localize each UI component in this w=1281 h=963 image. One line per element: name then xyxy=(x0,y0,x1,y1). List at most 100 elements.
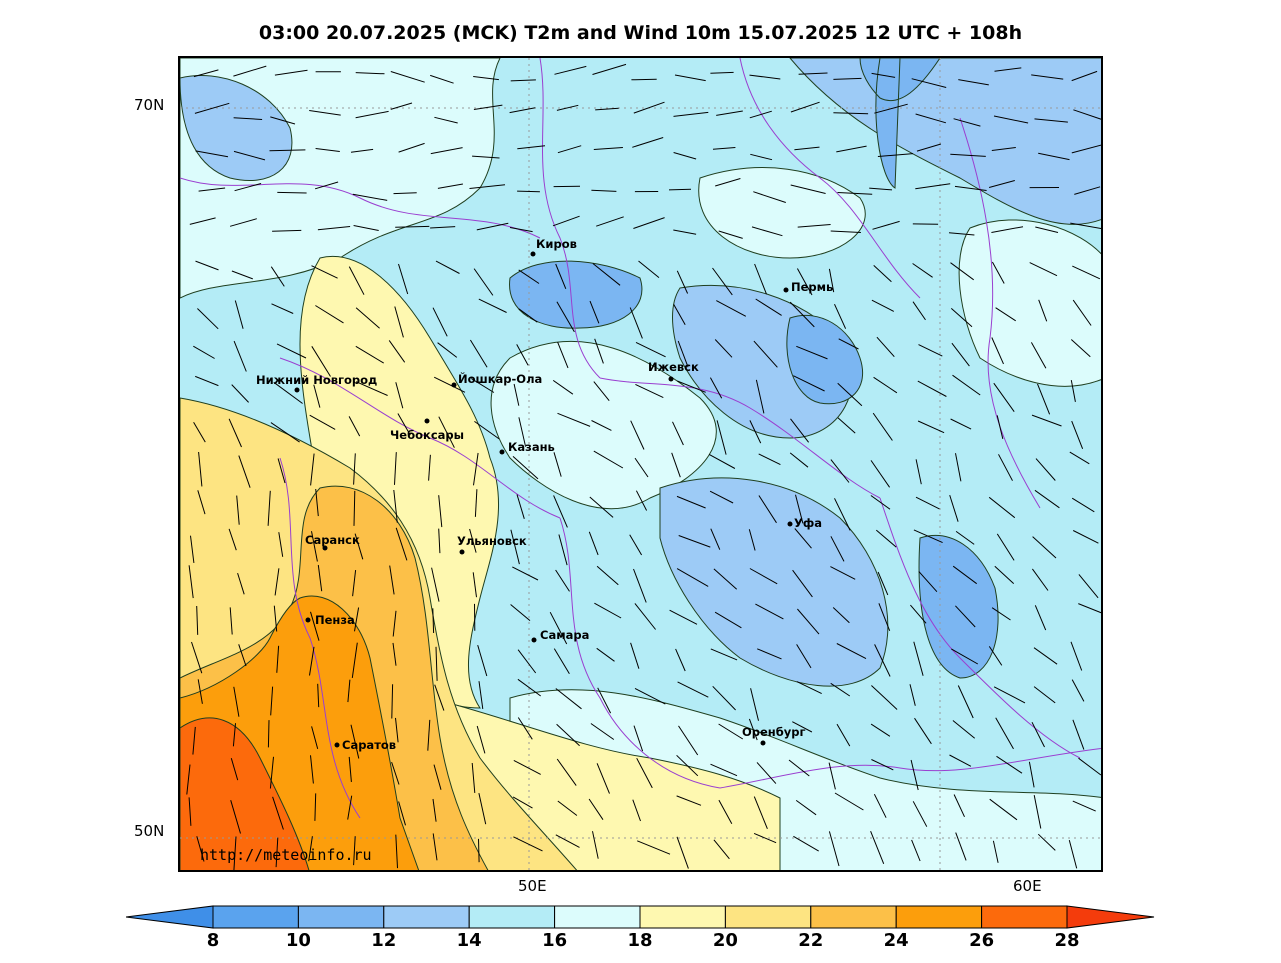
colorbar-tick-label: 10 xyxy=(285,930,311,951)
wind-barb xyxy=(910,759,919,791)
wind-barb xyxy=(398,263,409,295)
city-kazan[interactable]: Казань xyxy=(499,440,555,455)
city-marker xyxy=(668,376,674,382)
city-saransk[interactable]: Саранск xyxy=(305,533,360,551)
wind-barb xyxy=(274,69,308,76)
wind-barb xyxy=(953,794,965,818)
wind-barb xyxy=(991,147,1016,151)
city-yoshkar-ola[interactable]: Йошкар-Ола xyxy=(451,371,543,388)
city-kirov[interactable]: Киров xyxy=(530,237,577,257)
wind-barb xyxy=(992,840,999,863)
wind-barb xyxy=(393,192,417,195)
wind-barb xyxy=(676,568,709,587)
wind-barb xyxy=(828,831,840,867)
wind-barb xyxy=(317,683,320,708)
wind-barb xyxy=(395,527,408,561)
wind-barb xyxy=(517,717,533,740)
wind-barb xyxy=(634,457,649,478)
wind-barb xyxy=(478,838,480,863)
city-label-yoshkar-ola: Йошкар-Ола xyxy=(458,371,542,386)
city-ulyanovsk[interactable]: Ульяновск xyxy=(457,534,527,555)
wind-barbs xyxy=(186,63,1101,870)
wind-barb xyxy=(912,801,928,827)
wind-barb xyxy=(836,145,867,153)
city-marker xyxy=(451,382,457,388)
city-ufa[interactable]: Уфа xyxy=(787,516,823,530)
wind-barb xyxy=(871,72,896,78)
wind-barb xyxy=(553,495,568,528)
wind-barb xyxy=(557,341,569,369)
wind-barb xyxy=(991,337,1004,365)
wind-barb xyxy=(313,384,321,408)
wind-barb xyxy=(710,71,734,74)
wind-barb xyxy=(393,489,398,523)
city-penza[interactable]: Пенза xyxy=(305,613,355,627)
wind-barb xyxy=(991,261,1005,284)
colorbar-low-arrow xyxy=(126,905,214,929)
wind-barb xyxy=(833,77,862,80)
wind-barb xyxy=(749,568,778,585)
city-saratov[interactable]: Саратов xyxy=(334,738,397,752)
wind-barb xyxy=(592,831,599,859)
wind-barb xyxy=(274,568,280,596)
city-izhevsk[interactable]: Ижевск xyxy=(648,360,699,382)
wind-barb xyxy=(1072,719,1085,750)
wind-barb xyxy=(909,684,916,706)
city-samara[interactable]: Самара xyxy=(531,628,590,643)
wind-barb xyxy=(198,451,203,487)
wind-barb xyxy=(394,306,404,338)
wind-barb xyxy=(714,339,733,358)
wind-barb xyxy=(912,301,926,321)
wind-barb xyxy=(749,110,772,119)
wind-barb xyxy=(510,604,531,621)
wind-barb xyxy=(597,687,612,714)
city-label-perm: Пермь xyxy=(791,280,833,294)
wind-barb xyxy=(917,420,945,434)
wind-barb xyxy=(838,338,859,350)
colorbar-cell xyxy=(383,905,470,929)
wind-barb xyxy=(509,107,536,114)
city-orenburg[interactable]: Оренбург xyxy=(742,725,806,746)
wind-barb xyxy=(1071,420,1084,449)
wind-barb xyxy=(1073,109,1101,120)
wind-barb xyxy=(757,648,782,660)
wind-barb xyxy=(915,183,951,190)
wind-barb xyxy=(713,839,730,860)
wind-barb xyxy=(833,112,869,115)
wind-barb xyxy=(1037,833,1056,851)
wind-barb xyxy=(437,342,458,358)
wind-barb xyxy=(230,758,239,781)
wind-barb xyxy=(872,412,893,441)
map-area[interactable]: Киров Пермь Нижний Новгород Йошкар-Ола И… xyxy=(178,56,1103,872)
wind-barb xyxy=(438,416,455,448)
wind-barb xyxy=(678,535,711,548)
wind-barb xyxy=(509,227,533,233)
wind-barb xyxy=(555,263,567,289)
wind-barb xyxy=(188,565,194,599)
wind-barb xyxy=(234,183,262,192)
wind-barb xyxy=(837,417,856,434)
colorbar-tick-label: 14 xyxy=(456,930,482,951)
city-label-izhevsk: Ижевск xyxy=(648,360,699,374)
wind-barb xyxy=(836,643,867,660)
city-cheboksary[interactable]: Чебоксары xyxy=(390,418,464,443)
wind-barb xyxy=(991,226,1024,233)
wind-barb xyxy=(832,607,850,624)
wind-barb xyxy=(594,338,604,364)
wind-barb xyxy=(708,453,736,469)
wind-barb xyxy=(191,641,203,674)
wind-barb xyxy=(993,686,1026,704)
wind-barb xyxy=(712,685,736,711)
wind-barb xyxy=(190,535,195,563)
wind-barb xyxy=(753,340,778,368)
city-marker xyxy=(322,545,328,551)
city-nizhny-novgorod[interactable]: Нижний Новгород xyxy=(256,373,377,393)
wind-barb xyxy=(873,265,892,283)
wind-barb xyxy=(193,69,219,78)
wind-barb xyxy=(308,836,313,862)
wind-barb xyxy=(951,648,979,665)
wind-barb xyxy=(273,605,278,632)
wind-barb xyxy=(517,678,541,697)
wind-barb xyxy=(432,833,438,861)
city-perm[interactable]: Пермь xyxy=(783,280,834,294)
